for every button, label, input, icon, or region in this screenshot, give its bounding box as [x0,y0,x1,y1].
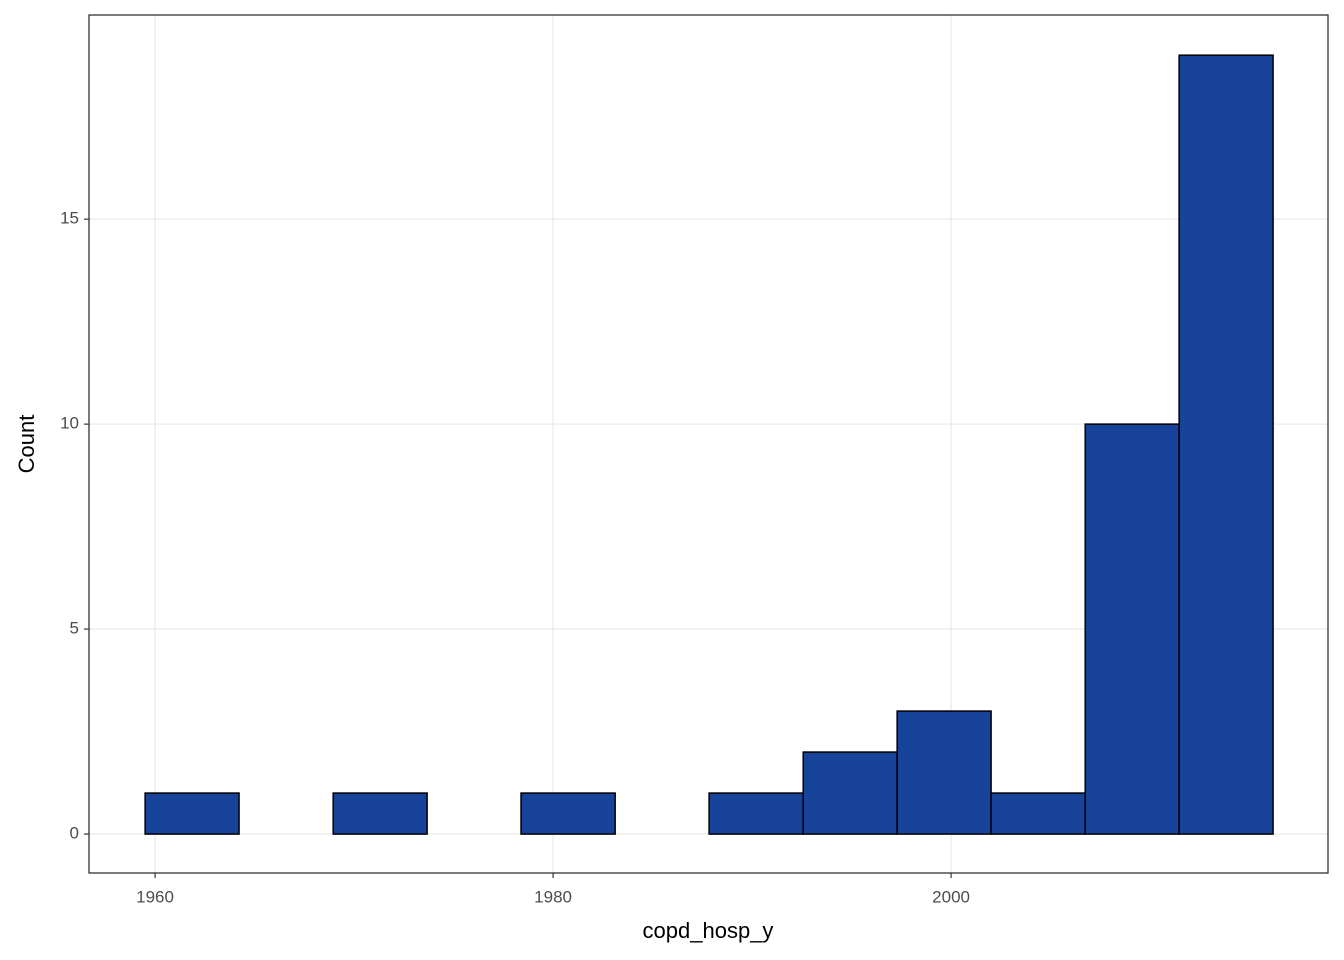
bar [990,792,1086,835]
bar [1178,54,1274,835]
bar [1084,423,1180,835]
x-tick-label: 2000 [932,887,970,906]
y-axis-title: Count [14,415,39,474]
x-tick-label: 1980 [534,887,572,906]
y-tick-label: 15 [60,209,79,228]
y-tick-label: 0 [70,824,79,843]
bar [520,792,616,835]
bar [144,792,240,835]
bar [802,751,898,835]
panel-border [88,14,1329,874]
bar [332,792,428,835]
y-tick-label: 5 [70,619,79,638]
y-tick-label: 10 [60,414,79,433]
bar [896,710,992,835]
bar [708,792,804,835]
x-tick-label: 1960 [136,887,174,906]
x-axis-title: copd_hosp_y [643,918,774,943]
